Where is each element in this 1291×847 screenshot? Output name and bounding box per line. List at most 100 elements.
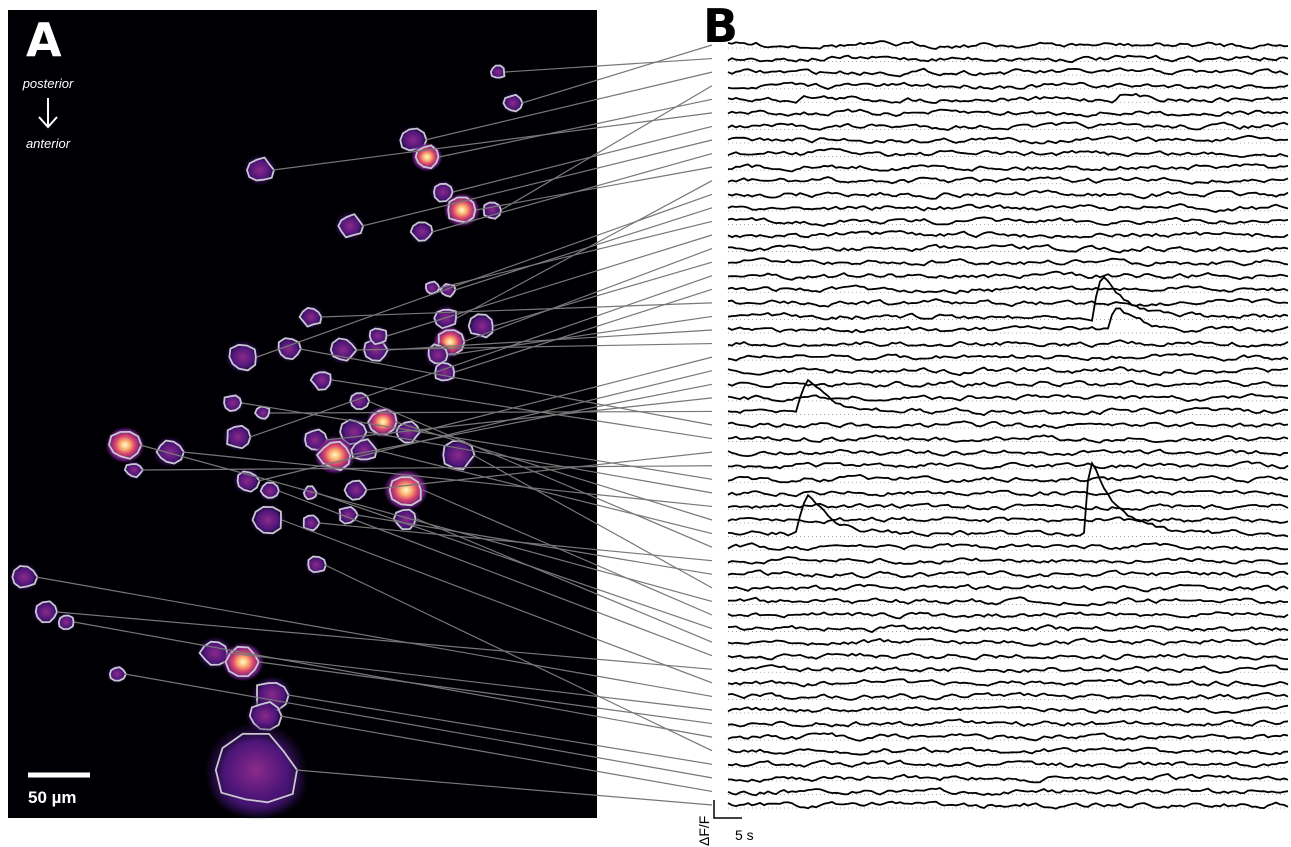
link bbox=[438, 220, 713, 289]
scale-bar-label: ΔF/F bbox=[696, 816, 712, 846]
link bbox=[387, 329, 713, 351]
trace bbox=[727, 596, 1289, 607]
link bbox=[365, 451, 713, 491]
link bbox=[141, 465, 713, 471]
trace bbox=[727, 203, 1289, 213]
trace bbox=[727, 229, 1289, 239]
trace bbox=[727, 270, 1289, 281]
trace bbox=[727, 652, 1289, 661]
roi-outline bbox=[251, 505, 282, 535]
roi-outline bbox=[198, 640, 229, 666]
link bbox=[367, 400, 713, 548]
trace bbox=[727, 147, 1289, 158]
link bbox=[272, 112, 713, 171]
trace bbox=[727, 284, 1289, 295]
roi-outline bbox=[236, 470, 261, 493]
link bbox=[228, 652, 713, 711]
trace bbox=[727, 243, 1289, 254]
link bbox=[448, 315, 713, 356]
roi-outline bbox=[254, 405, 271, 420]
roi-outline bbox=[298, 307, 323, 328]
trace bbox=[727, 353, 1289, 362]
link bbox=[73, 621, 713, 738]
roi-outline bbox=[489, 64, 506, 79]
roi-outline bbox=[155, 439, 185, 465]
link bbox=[454, 207, 713, 291]
trace bbox=[727, 800, 1289, 810]
orientation-label: posterior bbox=[22, 76, 74, 91]
link bbox=[295, 769, 713, 806]
roi-outline bbox=[34, 600, 58, 624]
trace bbox=[727, 664, 1288, 674]
traces bbox=[727, 40, 1289, 810]
link bbox=[278, 490, 713, 657]
trace bbox=[727, 257, 1289, 268]
scale-bar-label: 5 s bbox=[735, 827, 754, 843]
link bbox=[325, 397, 713, 441]
trace bbox=[727, 473, 1289, 484]
link bbox=[287, 694, 713, 765]
link bbox=[395, 421, 713, 521]
trace bbox=[727, 637, 1289, 647]
link bbox=[316, 492, 713, 630]
link bbox=[354, 342, 713, 351]
trace bbox=[727, 542, 1289, 552]
roi-outline bbox=[108, 430, 143, 460]
trace bbox=[727, 366, 1289, 377]
roi-outline bbox=[467, 313, 494, 339]
link bbox=[521, 44, 713, 104]
trace bbox=[727, 488, 1289, 498]
link bbox=[320, 302, 713, 318]
roi-outline bbox=[223, 394, 243, 412]
orientation-label: anterior bbox=[26, 136, 71, 151]
link bbox=[504, 57, 713, 73]
trace bbox=[727, 392, 1289, 403]
roi-outline bbox=[214, 732, 298, 804]
scale-bar bbox=[713, 800, 742, 819]
roi-outline bbox=[388, 476, 422, 507]
link bbox=[475, 166, 713, 211]
roi-outline bbox=[226, 424, 252, 450]
link bbox=[281, 519, 713, 684]
trace bbox=[727, 339, 1289, 349]
trace bbox=[727, 121, 1289, 132]
link bbox=[331, 379, 713, 440]
trace bbox=[727, 583, 1289, 593]
scale-bar-label: 50 µm bbox=[28, 788, 77, 807]
roi-outline bbox=[246, 156, 275, 182]
trace bbox=[727, 691, 1289, 701]
link bbox=[249, 275, 713, 438]
trace bbox=[727, 420, 1289, 430]
trace bbox=[727, 134, 1289, 145]
link bbox=[416, 518, 713, 643]
link bbox=[456, 180, 713, 319]
trace bbox=[727, 569, 1289, 579]
roi-outline bbox=[108, 666, 127, 682]
trace bbox=[727, 746, 1289, 756]
link bbox=[241, 402, 713, 480]
link bbox=[258, 661, 713, 725]
link bbox=[361, 139, 713, 227]
roi-outline bbox=[337, 213, 365, 239]
trace bbox=[727, 556, 1289, 565]
arrow bbox=[38, 98, 58, 129]
trace bbox=[727, 611, 1289, 620]
trace bbox=[727, 773, 1289, 784]
link bbox=[124, 673, 713, 779]
trace bbox=[727, 307, 1289, 334]
trace bbox=[727, 704, 1289, 715]
trace bbox=[727, 732, 1289, 742]
link bbox=[472, 454, 713, 589]
trace bbox=[727, 718, 1289, 728]
cells bbox=[8, 63, 525, 820]
roi-outline bbox=[309, 371, 332, 391]
link bbox=[422, 489, 713, 616]
roi-outline bbox=[433, 308, 457, 330]
link bbox=[462, 248, 713, 343]
roi-outline bbox=[11, 565, 39, 589]
roi-outline bbox=[414, 144, 440, 170]
trace bbox=[727, 759, 1289, 769]
link bbox=[350, 383, 713, 456]
trace bbox=[727, 92, 1289, 104]
